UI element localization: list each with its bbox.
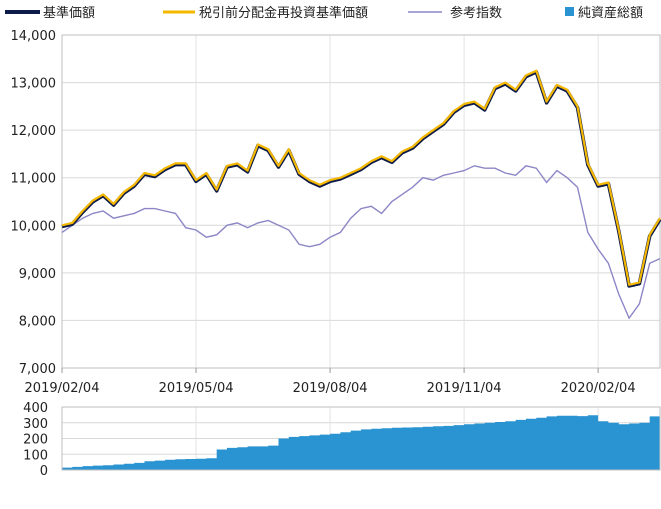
sub-y-tick-label: 300 [23, 417, 48, 432]
main-y-tick-label: 13,000 [11, 77, 57, 92]
sub-y-tick-label: 0 [40, 464, 48, 479]
legend: 基準価額 税引前分配金再投資基準価額 参考指数 純資産総額 [5, 5, 643, 21]
x-axis: 2019/02/04 2019/05/04 2019/08/04 2019/11/04… [25, 368, 636, 396]
main-series [61, 69, 661, 320]
sub-y-tick-label: 400 [23, 401, 48, 416]
series-line-reinvested-nav [61, 69, 661, 286]
main-y-tick-label: 8,000 [19, 314, 56, 329]
legend-label-reinvested-nav: 税引前分配金再投資基準価額 [199, 5, 368, 21]
main-y-tick-label: 7,000 [19, 362, 56, 377]
x-tick-label: 2019/08/04 [293, 381, 368, 396]
x-tick-label: 2019/05/04 [159, 381, 234, 396]
main-y-tick-label: 9,000 [19, 267, 56, 282]
legend-swatch-net-assets [565, 7, 574, 16]
sub-y-tick-label: 200 [23, 433, 48, 448]
legend-label-nav: 基準価額 [43, 5, 95, 21]
main-plot-frame [61, 34, 661, 369]
main-y-tick-label: 14,000 [11, 29, 57, 44]
net-assets-area [62, 414, 660, 470]
x-tick-label: 2020/02/04 [561, 381, 636, 396]
main-y-tick-label: 10,000 [11, 219, 57, 234]
main-y-tick-label: 12,000 [11, 124, 57, 139]
main-y-axis: 7,000 8,000 9,000 10,000 11,000 12,000 13,000 1… [11, 29, 57, 377]
series-line-nav [61, 70, 661, 288]
x-tick-label: 2019/11/04 [427, 381, 502, 396]
sub-plot-frame [61, 406, 661, 471]
x-tick-label: 2019/02/04 [25, 381, 100, 396]
sub-series [62, 414, 660, 470]
main-y-tick-label: 11,000 [11, 172, 57, 187]
main-grid [61, 34, 660, 369]
series-line-reference-index [61, 165, 661, 320]
legend-label-reference-index: 参考指数 [450, 5, 502, 21]
sub-y-tick-label: 100 [23, 448, 48, 463]
legend-label-net-assets: 純資産総額 [578, 5, 643, 21]
